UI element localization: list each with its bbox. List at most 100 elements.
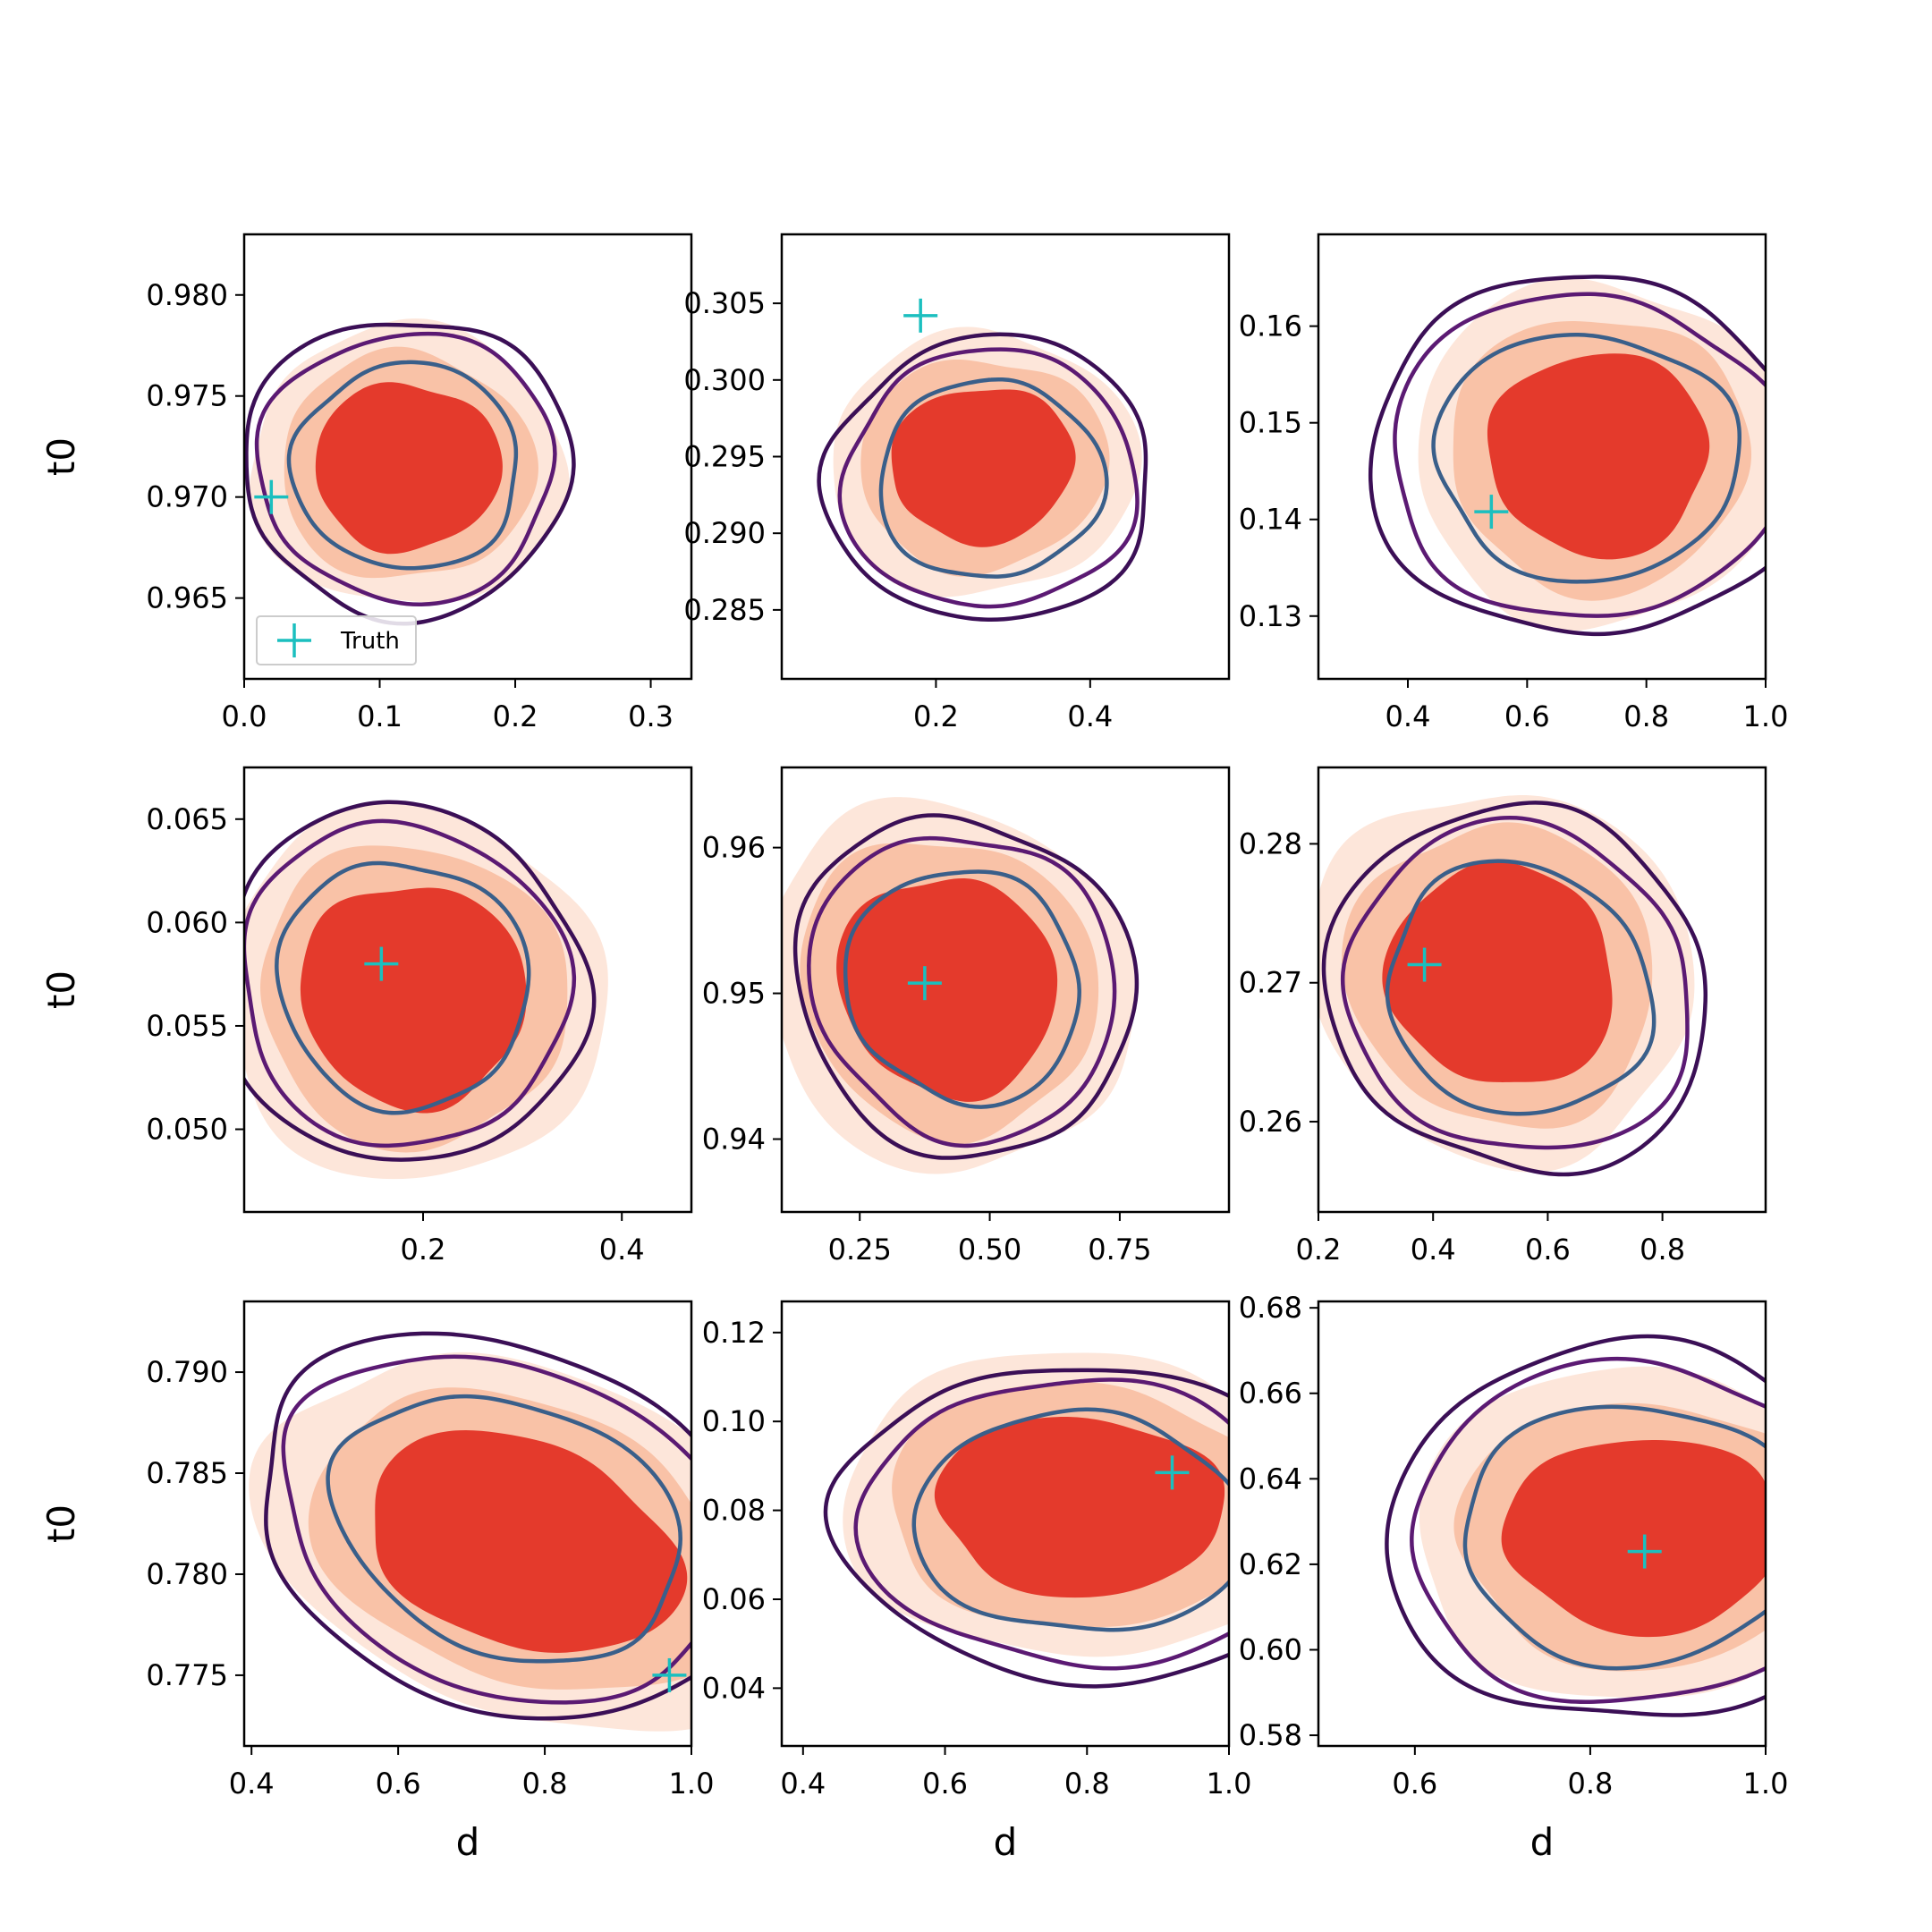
plot-area <box>1318 794 1708 1177</box>
density-fill-inner <box>1487 353 1710 560</box>
subplot-1: 0.0 0.1 0.2 0.3 0.965 0.970 0.975 0.980 t0 Truth <box>39 233 693 733</box>
contour-line-inner <box>1385 859 1657 1116</box>
contour-line-mid <box>1340 816 1690 1150</box>
y-tick-label: 0.26 <box>1239 1105 1302 1139</box>
y-tick-label: 0.785 <box>146 1456 228 1490</box>
y-tick-label: 0.965 <box>146 581 228 615</box>
x-tick-label: 0.3 <box>628 699 674 733</box>
density-fill-inner <box>891 389 1076 547</box>
legend-box <box>256 615 417 665</box>
x-tick-label: 1.0 <box>1743 1767 1789 1801</box>
legend-truth-marker <box>277 623 311 657</box>
contour-line-mid <box>1393 292 1766 618</box>
subplot-2: 0.2 0.4 0.285 0.290 0.295 0.300 0.305 <box>683 233 1231 733</box>
x-tick-label: 0.6 <box>1504 699 1550 733</box>
y-tick-label: 0.64 <box>1239 1462 1302 1496</box>
y-tick-label: 0.055 <box>146 1009 228 1043</box>
truth-marker <box>1627 1534 1662 1569</box>
subplot-6: 0.2 0.4 0.6 0.8 0.26 0.27 0.28 <box>1239 766 1767 1267</box>
axes-frame <box>1317 233 1767 681</box>
y-tick-label: 0.95 <box>702 977 766 1011</box>
contour-line-mid <box>1410 1356 1766 1704</box>
x-tick-label: 0.2 <box>401 1233 446 1267</box>
plot-area <box>817 298 1148 622</box>
contour-line-mid <box>244 818 577 1148</box>
contour-line-inner <box>1431 333 1741 584</box>
plot-area <box>244 800 608 1180</box>
y-tick-label: 0.14 <box>1239 503 1302 537</box>
density-fill-inner <box>300 887 527 1114</box>
x-tick-label: 0.8 <box>522 1767 568 1801</box>
x-tick-label: 1.0 <box>669 1767 715 1801</box>
contour-line-outer <box>792 813 1140 1160</box>
y-tick-label: 0.775 <box>146 1658 228 1692</box>
density-fill-inner <box>375 1430 688 1653</box>
truth-marker <box>652 1657 687 1692</box>
y-tick-label: 0.27 <box>1239 966 1302 1000</box>
contour-line-outer <box>244 322 576 626</box>
axes-frame <box>242 1300 693 1748</box>
y-tick-label: 0.060 <box>146 905 228 939</box>
density-fill-inner <box>836 877 1058 1102</box>
y-axis-label: t0 <box>39 970 83 1009</box>
x-tick-label: 0.25 <box>828 1233 892 1267</box>
x-tick-label: 0.4 <box>1067 699 1113 733</box>
x-tick-label: 0.1 <box>357 699 402 733</box>
x-tick-label: 0.6 <box>1525 1233 1571 1267</box>
density-fill-inner <box>315 382 503 555</box>
x-tick-label: 0.2 <box>1296 1233 1342 1267</box>
y-tick-label: 0.96 <box>702 831 766 865</box>
x-tick-label: 0.6 <box>1392 1767 1437 1801</box>
y-tick-label: 0.295 <box>683 440 766 474</box>
x-tick-label: 0.75 <box>1088 1233 1151 1267</box>
density-fill-inner <box>1382 860 1613 1082</box>
contour-line-inner <box>1462 1404 1766 1671</box>
y-tick-label: 0.780 <box>146 1557 228 1591</box>
x-tick-label: 0.8 <box>1567 1767 1613 1801</box>
y-tick-label: 0.16 <box>1239 309 1302 343</box>
contour-line-outer <box>1368 275 1766 637</box>
y-tick-label: 0.06 <box>702 1582 766 1616</box>
truth-marker <box>1155 1455 1190 1490</box>
density-fill-inner <box>934 1416 1225 1598</box>
y-tick-label: 0.28 <box>1239 826 1302 860</box>
subplot-5: 0.25 0.50 0.75 0.94 0.95 0.96 <box>702 766 1231 1267</box>
y-tick-label: 0.970 <box>146 480 228 514</box>
contour-line-outer <box>264 1331 691 1721</box>
subplot-9: 0.6 0.8 1.0 0.58 0.60 0.62 0.64 0.66 0.68 d <box>1239 1291 1789 1864</box>
truth-marker <box>254 479 289 514</box>
axes-frame <box>780 766 1231 1214</box>
contour-line-outer <box>244 800 597 1162</box>
y-tick-label: 0.790 <box>146 1355 228 1389</box>
x-axis-label: d <box>456 1820 480 1864</box>
y-tick-label: 0.13 <box>1239 599 1302 633</box>
density-fill-inner <box>1501 1439 1766 1638</box>
plot-area <box>1368 275 1766 637</box>
y-tick-label: 0.08 <box>702 1494 766 1528</box>
y-tick-label: 0.290 <box>683 516 766 550</box>
y-tick-label: 0.305 <box>683 286 766 320</box>
axes-frame <box>1317 766 1767 1214</box>
truth-marker <box>1474 495 1509 530</box>
contour-line-outer <box>1385 1334 1766 1717</box>
y-tick-label: 0.975 <box>146 379 228 413</box>
plot-area <box>244 318 576 626</box>
contour-line-inner <box>878 377 1109 579</box>
y-tick-label: 0.980 <box>146 278 228 312</box>
contour-line-mid <box>807 835 1117 1148</box>
y-tick-label: 0.66 <box>1239 1377 1302 1411</box>
x-tick-label: 1.0 <box>1743 699 1789 733</box>
contour-line-outer <box>1321 801 1708 1177</box>
y-tick-label: 0.60 <box>1239 1632 1302 1666</box>
x-tick-label: 0.4 <box>780 1767 826 1801</box>
contour-line-inner <box>275 860 531 1115</box>
truth-marker <box>1407 947 1442 982</box>
x-tick-label: 0.50 <box>958 1233 1021 1267</box>
y-tick-label: 0.15 <box>1239 406 1302 440</box>
subplot-grid: 0.0 0.1 0.2 0.30.9650.9700.9750.980t0Truth0… <box>39 233 1789 1864</box>
contour-line-mid <box>837 347 1140 609</box>
axes-frame <box>1317 1300 1767 1748</box>
x-tick-label: 0.0 <box>222 699 267 733</box>
x-tick-label: 0.8 <box>1064 1767 1110 1801</box>
contour-line-mid <box>281 1354 691 1705</box>
